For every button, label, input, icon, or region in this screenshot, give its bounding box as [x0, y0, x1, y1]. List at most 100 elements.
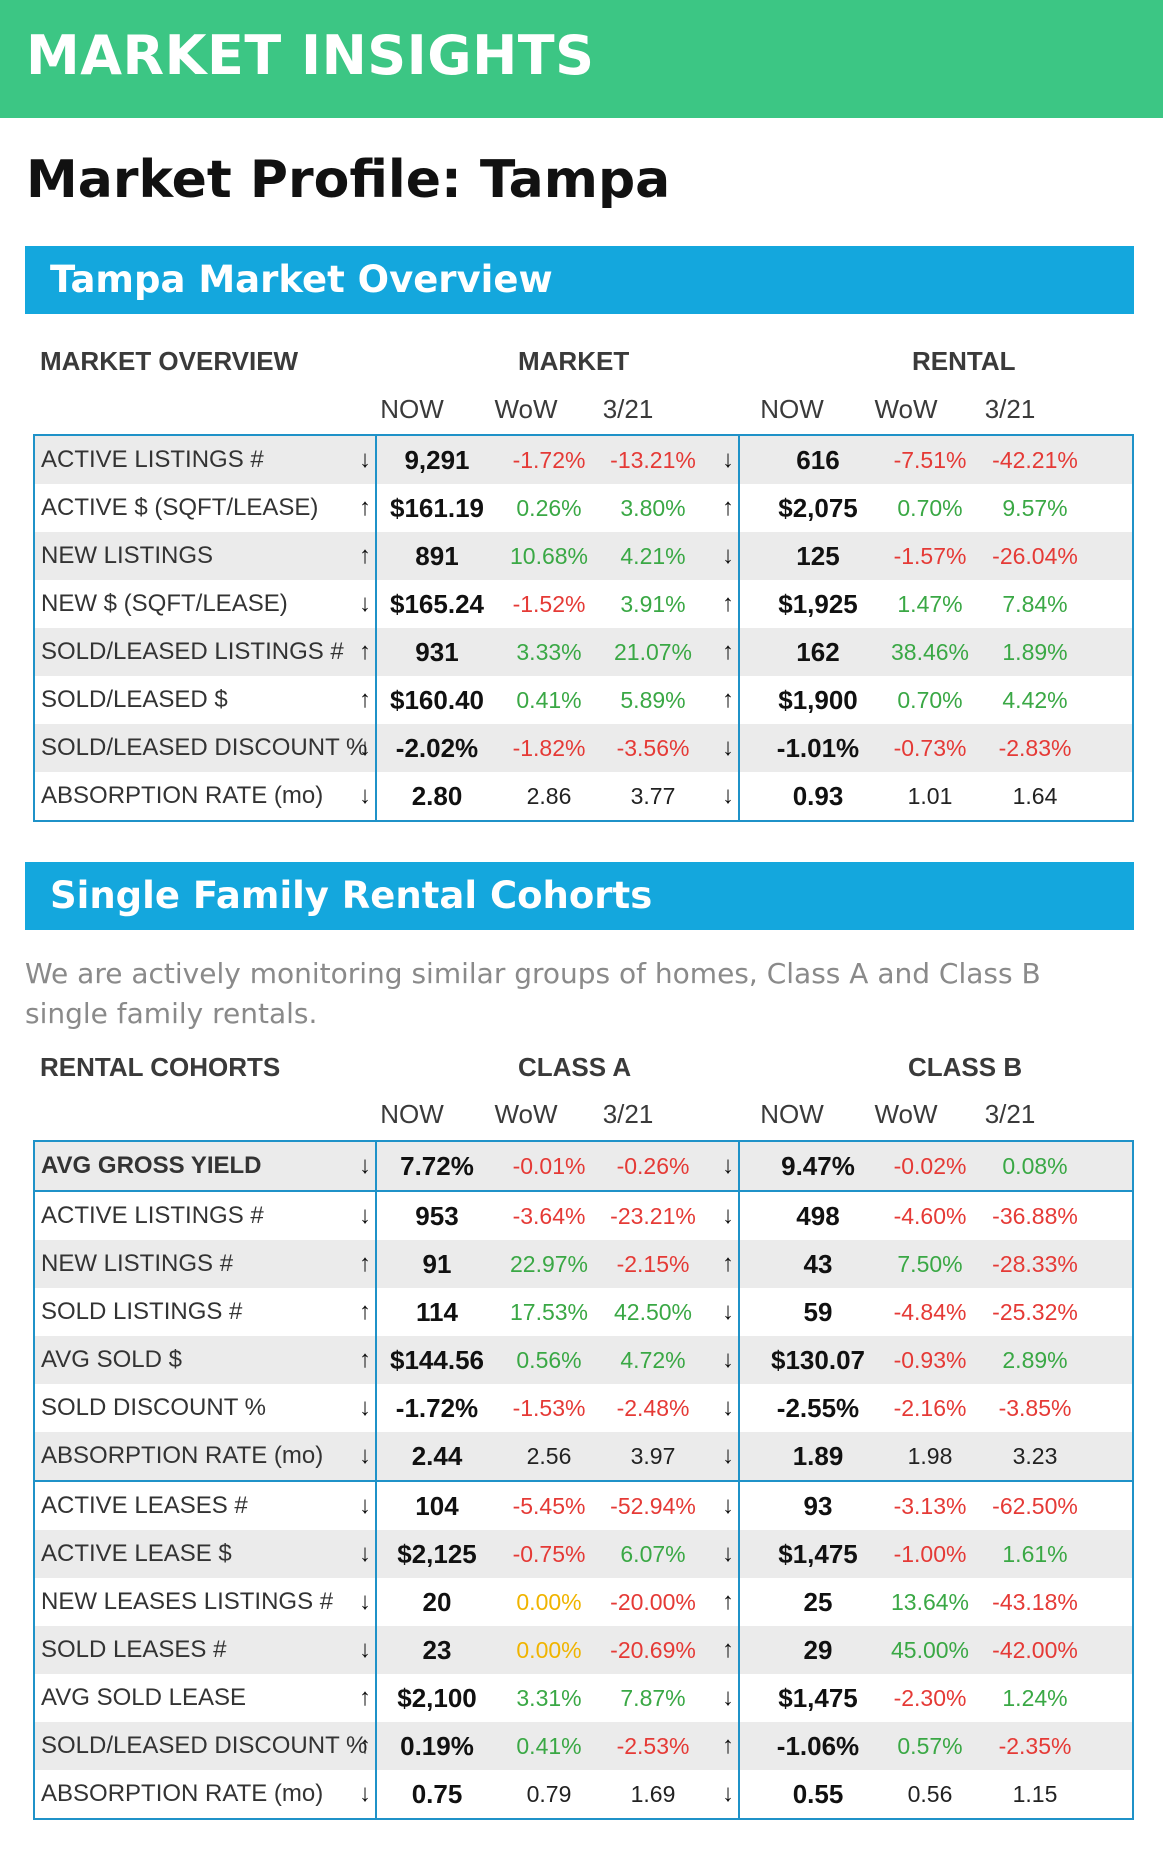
now-value: 59 [803, 1297, 833, 1327]
table-row: SOLD/LEASED LISTINGS # ↑ 931 3.33% 21.07% ↑ 16… [35, 628, 1132, 676]
wow-value: 17.53% [509, 1299, 588, 1325]
since-3-21-value: 3.77 [630, 783, 676, 809]
arrow-up-icon: ↑ [359, 1298, 371, 1325]
since-3-21-value: 2.89% [1002, 1347, 1068, 1373]
since-3-21-value: -26.04% [992, 543, 1078, 569]
since-3-21-value: -2.48% [616, 1395, 690, 1421]
arrow-down-icon: ↓ [722, 1492, 734, 1519]
wow-value: -5.45% [512, 1493, 586, 1519]
arrow-down-icon: ↓ [359, 1394, 371, 1421]
now-value: $2,100 [397, 1683, 477, 1713]
row-label: AVG SOLD $ [41, 1346, 182, 1373]
row-label: ACTIVE LISTINGS # [41, 446, 264, 473]
wow-value: -0.02% [893, 1153, 967, 1179]
row-label: SOLD/LEASED DISCOUNT % [41, 1732, 368, 1759]
arrow-up-icon: ↑ [359, 1346, 371, 1373]
now-value: 0.75 [411, 1779, 463, 1809]
row-label: SOLD LEASES # [41, 1636, 227, 1663]
since-3-21-value: -42.00% [992, 1637, 1078, 1663]
now-value: 114 [416, 1297, 458, 1327]
since-3-21-value: 1.64 [1012, 783, 1058, 809]
table-row: ACTIVE LEASE $ ↓ $2,125 -0.75% 6.07% ↓ $1,475 -… [35, 1530, 1132, 1578]
now-value: 1.89 [792, 1441, 844, 1471]
since-3-21-value: 1.24% [1002, 1685, 1068, 1711]
wow-value: 38.46% [890, 639, 969, 665]
row-label: SOLD/LEASED LISTINGS # [41, 638, 344, 665]
arrow-up-icon: ↑ [722, 638, 734, 665]
now-value: 498 [796, 1201, 840, 1231]
table-row: ABSORPTION RATE (mo) ↓ 0.75 0.79 1.69 ↓ 0.55 0.… [35, 1770, 1132, 1818]
arrow-down-icon: ↓ [722, 542, 734, 569]
table-row: SOLD LISTINGS # ↑ 114 17.53% 42.50% ↓ 59 -4.84%… [35, 1288, 1132, 1336]
now-value: $165.24 [390, 589, 484, 619]
overview-section-title: Tampa Market Overview [50, 258, 553, 301]
cohorts-description: We are actively monitoring similar group… [25, 957, 1041, 1030]
since-3-21-value: -2.35% [998, 1733, 1072, 1759]
cohorts-header-label: RENTAL COHORTS [40, 1052, 281, 1082]
now-value: -1.72% [395, 1393, 479, 1423]
now-value: 2.44 [411, 1441, 463, 1471]
now-value: 0.93 [792, 781, 844, 811]
since-3-21-value: -3.85% [998, 1395, 1072, 1421]
now-value: 29 [803, 1635, 833, 1665]
wow-value: -4.60% [893, 1203, 967, 1229]
wow-value: -0.01% [512, 1153, 586, 1179]
wow-value: 13.64% [890, 1589, 969, 1615]
overview-header-market: MARKET [518, 346, 630, 376]
table-row: SOLD DISCOUNT % ↓ -1.72% -1.53% -2.48% ↓ -2.55… [35, 1384, 1132, 1432]
since-3-21-value: 1.61% [1002, 1541, 1068, 1567]
now-value: $144.56 [390, 1345, 484, 1375]
cohorts-header-class-a: CLASS A [518, 1052, 632, 1082]
overview-header-rental: RENTAL [912, 346, 1016, 376]
column-divider [738, 436, 740, 820]
arrow-down-icon: ↓ [359, 1780, 371, 1807]
column-subheader: NOW [760, 1099, 824, 1129]
arrow-down-icon: ↓ [722, 1780, 734, 1807]
since-3-21-value: -52.94% [610, 1493, 696, 1519]
since-3-21-value: 3.23 [1012, 1443, 1058, 1469]
arrow-down-icon: ↓ [722, 1152, 734, 1179]
since-3-21-value: -20.69% [610, 1637, 696, 1663]
arrow-up-icon: ↑ [359, 1732, 371, 1759]
arrow-up-icon: ↑ [359, 542, 371, 569]
now-value: 891 [415, 541, 459, 571]
wow-value: -1.72% [512, 447, 586, 473]
page-title: Market Profile: Tampa [26, 150, 671, 210]
row-label: ABSORPTION RATE (mo) [41, 782, 324, 809]
column-subheader: 3/21 [602, 394, 654, 424]
since-3-21-value: -3.56% [616, 735, 690, 761]
since-3-21-value: 21.07% [613, 639, 692, 665]
since-3-21-value: -42.21% [992, 447, 1078, 473]
since-3-21-value: 42.50% [613, 1299, 692, 1325]
arrow-up-icon: ↑ [359, 1684, 371, 1711]
now-value: $1,475 [778, 1683, 858, 1713]
table-row: ABSORPTION RATE (mo) ↓ 2.80 2.86 3.77 ↓ 0.93 1.… [35, 772, 1132, 820]
wow-value: 2.86 [526, 783, 572, 809]
since-3-21-value: 4.21% [620, 543, 686, 569]
table-row: NEW LISTINGS ↑ 891 10.68% 4.21% ↓ 125 -1.57% -26… [35, 532, 1132, 580]
arrow-down-icon: ↓ [359, 734, 371, 761]
arrow-down-icon: ↓ [722, 1298, 734, 1325]
since-3-21-value: 4.42% [1002, 687, 1068, 713]
wow-value: -1.00% [893, 1541, 967, 1567]
arrow-down-icon: ↓ [722, 1684, 734, 1711]
since-3-21-value: 7.84% [1002, 591, 1068, 617]
table-row: ACTIVE $ (SQFT/LEASE) ↑ $161.19 0.26% 3.80% ↑… [35, 484, 1132, 532]
arrow-down-icon: ↓ [722, 446, 734, 473]
table-row: AVG SOLD LEASE ↑ $2,100 3.31% 7.87% ↓ $1,475 -2… [35, 1674, 1132, 1722]
wow-value: -2.30% [893, 1685, 967, 1711]
wow-value: -1.53% [512, 1395, 586, 1421]
since-3-21-value: 1.89% [1002, 639, 1068, 665]
wow-value: 0.56% [516, 1347, 582, 1373]
since-3-21-value: 9.57% [1002, 495, 1068, 521]
now-value: 7.72% [400, 1151, 474, 1181]
wow-value: 0.57% [897, 1733, 963, 1759]
since-3-21-value: -23.21% [610, 1203, 696, 1229]
column-subheader: NOW [380, 394, 444, 424]
cohorts-section-bar: Single Family Rental Cohorts [25, 862, 1134, 930]
now-value: 0.19% [400, 1731, 474, 1761]
wow-value: 3.33% [516, 639, 582, 665]
row-label: SOLD/LEASED $ [41, 686, 228, 713]
since-3-21-value: -36.88% [992, 1203, 1078, 1229]
wow-value: 0.56 [907, 1781, 953, 1807]
